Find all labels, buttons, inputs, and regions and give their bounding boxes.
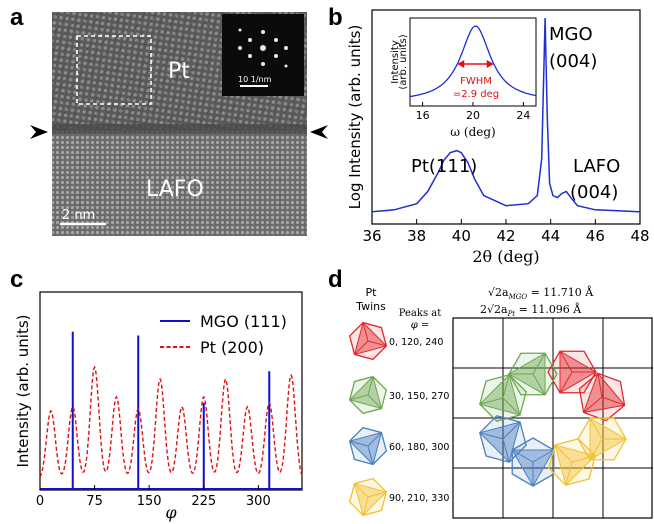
b-annotation-lafo-hkl: (004) (570, 182, 618, 203)
b-annotation-pt: Pt(111) (411, 156, 477, 177)
c-legend: MGO (111) Pt (200) (160, 312, 287, 357)
b-x-tick-label: 46 (586, 227, 605, 245)
b-inset-x-tick-label: 20 (466, 109, 480, 122)
d-ring-hexagon-6 (548, 438, 597, 487)
d-ring-hexagon-0 (547, 350, 598, 394)
c-x-tick-label: 75 (86, 494, 103, 509)
b-y-axis-label: Log Intensity (arb. units) (346, 25, 364, 210)
panel-c-phi-chart: 0 75 150 225 300 φ Intensity (arb. units) MG… (14, 291, 303, 522)
b-inset-series-line (409, 25, 537, 98)
b-x-tick-label: 36 (362, 227, 381, 245)
b-x-tick-label: 44 (541, 227, 560, 245)
b-inset-x-tick-label: 24 (516, 109, 530, 122)
b-x-axis-label: 2θ (deg) (472, 247, 539, 266)
d-ring-hexagon-4 (478, 415, 527, 464)
b-inset-x-tick-label: 16 (416, 109, 430, 122)
b-inset-y-label-1: Intensity (390, 40, 401, 84)
panel-letter-a: a (10, 4, 24, 31)
b-inset-fwhm-arrowhead-right (486, 60, 494, 68)
d-equation-pt: 2√2aPt = 11.096 Å (480, 302, 582, 318)
image-scale-label: 2 nm (62, 208, 95, 223)
c-series-pt (39, 365, 303, 478)
d-twin-icon-0 (348, 321, 388, 361)
pt-label: Pt (168, 59, 190, 84)
b-inset-y-label-2: (arb. units) (398, 34, 409, 89)
d-ring-hexagon-1 (578, 372, 626, 422)
b-inset-fwhm-label: FWHM (460, 76, 492, 87)
tem-lafo-region (52, 130, 307, 236)
fft-inset (222, 14, 304, 96)
d-col-title-peaks: Peaks at (399, 308, 442, 319)
d-twin-peaks-label: 60, 180, 300 (389, 442, 449, 453)
d-twin-peaks-label: 90, 210, 330 (389, 493, 449, 504)
b-annotation-lafo: LAFO (573, 156, 620, 177)
d-col-title-pt: Pt (366, 286, 378, 299)
b-x-tick-label: 38 (407, 227, 426, 245)
c-x-tick-label: 0 (36, 494, 44, 509)
fft-scale-label: 10 1/nm (238, 75, 272, 84)
b-inset-fwhm-arrowhead-left (457, 60, 465, 68)
d-twin-icon-3 (348, 477, 388, 517)
b-inset-x-label: ω (deg) (450, 125, 495, 139)
panel-letter-d: d (328, 266, 343, 293)
b-annotation-mgo: MGO (549, 24, 593, 45)
d-equation-mgo: √2aMGO = 11.710 Å (488, 285, 594, 301)
b-x-ticks: 36 38 40 42 44 46 48 (362, 219, 650, 245)
d-twin-legend: 0, 120, 240 30, 150, 270 60, 180, 300 90, 2… (348, 321, 449, 517)
d-ring-hexagon-7 (577, 417, 628, 461)
d-twin-peaks-label: 30, 150, 270 (389, 391, 449, 402)
interface-arrow-right (310, 125, 328, 139)
b-inset-chart: 16 20 24 FWHM =2.9 deg ω (deg) Intensity (… (390, 17, 537, 139)
c-x-tick-label: 150 (137, 494, 162, 509)
b-x-tick-label: 48 (630, 227, 649, 245)
tem-interface-band (52, 124, 307, 134)
c-y-axis-label: Intensity (arb. units) (14, 314, 32, 467)
b-annotation-mgo-hkl: (004) (549, 51, 597, 72)
c-x-axis-label: φ (165, 503, 177, 522)
d-lattice-grid (452, 317, 653, 519)
lafo-label: LAFO (146, 177, 204, 202)
b-x-tick-label: 40 (452, 227, 471, 245)
b-series-line (371, 17, 641, 213)
panel-letter-c: c (10, 266, 24, 293)
b-inset-fwhm-value: =2.9 deg (453, 89, 499, 100)
interface-arrow-left (30, 125, 48, 139)
d-ring-hexagon-2 (478, 373, 527, 422)
c-x-ticks: 0 75 150 225 300 (36, 485, 271, 509)
c-x-tick-label: 225 (191, 494, 216, 509)
d-col-title-phi: φ = (411, 320, 430, 331)
c-x-tick-label: 300 (246, 494, 271, 509)
d-twin-icon-1 (348, 375, 388, 415)
b-x-tick-label: 42 (496, 227, 515, 245)
fft-spots (238, 28, 288, 68)
panel-d-twin-diagram: Pt Twins Peaks at φ = √2aMGO = 11.710 Å … (348, 285, 653, 519)
panel-b-xrd-chart: 36 38 40 42 44 46 48 2θ (deg) Log Intensity (a… (346, 9, 650, 266)
d-twin-icon-2 (348, 426, 388, 466)
d-twin-ring (478, 350, 628, 488)
selection-box (76, 35, 152, 105)
d-col-title-twins: Twins (355, 300, 386, 313)
b-inset-x-ticks: 16 20 24 (416, 102, 530, 122)
c-legend-label-pt: Pt (200) (200, 338, 264, 357)
panel-letter-b: b (328, 4, 343, 31)
panel-a-tem-image: 10 1/nm Pt LAFO 2 nm (30, 12, 328, 236)
d-twin-peaks-label: 0, 120, 240 (389, 337, 443, 348)
c-legend-label-mgo: MGO (111) (200, 312, 287, 331)
d-ring-hexagon-3 (507, 352, 558, 396)
d-ring-hexagon-5 (511, 437, 555, 488)
